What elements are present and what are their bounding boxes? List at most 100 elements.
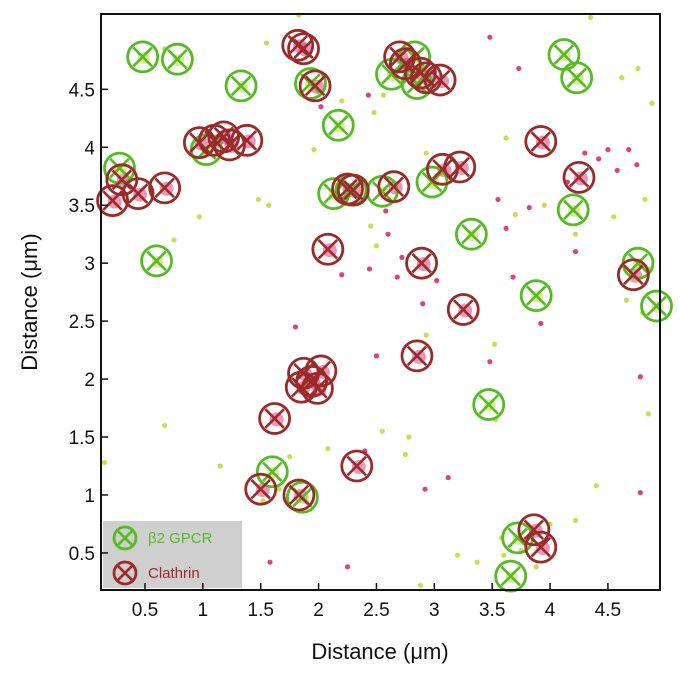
y-tick-label: 2.5 — [69, 312, 95, 333]
clathrin-dot — [394, 274, 400, 280]
y-tick-label: 3 — [84, 254, 95, 275]
clathrin-marker — [340, 449, 374, 483]
clathrin-dot — [582, 150, 588, 156]
data-markers — [96, 28, 673, 593]
gpcr-dot — [619, 75, 625, 81]
legend-box — [103, 521, 242, 588]
clathrin-marker — [400, 339, 434, 373]
gpcr-dot — [263, 40, 270, 46]
gpcr-dot — [649, 100, 655, 106]
clathrin-marker — [616, 258, 650, 292]
clathrin-marker — [258, 402, 292, 435]
gpcr-dot — [474, 559, 480, 565]
clathrin-dot — [510, 274, 516, 280]
clathrin-marker — [148, 171, 182, 205]
legend-marker — [112, 560, 138, 586]
clathrin-dot — [292, 324, 299, 330]
gpcr-dot — [311, 146, 317, 153]
gpcr-dot — [611, 214, 617, 220]
gpcr-dot — [371, 109, 377, 116]
gpcr-dot — [593, 483, 599, 489]
gpcr-dot — [325, 446, 331, 452]
gpcr-dot — [255, 196, 261, 203]
gpcr-dot — [642, 196, 648, 203]
x-tick-label: 1 — [198, 600, 209, 621]
clathrin-marker — [524, 530, 558, 564]
gpcr-dot — [217, 463, 223, 469]
clathrin-dot — [538, 320, 544, 327]
gpcr-marker — [255, 455, 289, 489]
gpcr-dot — [287, 454, 293, 460]
gpcr-marker — [560, 61, 594, 95]
gpcr-marker — [454, 217, 488, 251]
gpcr-marker — [640, 289, 673, 323]
gpcr-dot — [587, 14, 594, 21]
gpcr-dot — [635, 65, 641, 72]
gpcr-dot — [260, 498, 266, 504]
legend-label: β2 GPCR — [148, 530, 213, 547]
gpcr-dot — [417, 582, 424, 588]
clathrin-marker — [336, 173, 370, 207]
gpcr-marker — [160, 42, 194, 76]
gpcr-dot — [196, 214, 202, 220]
gpcr-dot — [339, 98, 345, 104]
legend-marker — [112, 525, 138, 551]
gpcr-marker — [494, 559, 528, 593]
clathrin-marker — [287, 32, 320, 66]
clathrin-marker — [446, 293, 480, 326]
gpcr-dot — [368, 223, 374, 229]
gpcr-marker — [126, 40, 160, 74]
clathrin-marker — [423, 63, 457, 97]
gpcr-dot — [162, 422, 168, 429]
legend: β2 GPCR Clathrin — [103, 521, 242, 588]
clathrin-dot — [383, 208, 389, 214]
clathrin-dot — [267, 559, 273, 565]
y-tick-label: 1 — [84, 486, 95, 507]
clathrin-marker — [301, 371, 334, 405]
clathrin-marker — [298, 69, 332, 103]
clathrin-dot — [626, 146, 632, 153]
clathrin-marker — [121, 177, 155, 211]
clathrin-marker — [524, 125, 558, 158]
axis-ticks: 0.5 1 1.5 2 2.5 3 3.5 4 4.5 0.5 1 1.5 2 2.5 3 3.5 4 4.5 — [69, 80, 622, 621]
y-tick-label: 1.5 — [69, 428, 95, 449]
clathrin-dot — [366, 266, 373, 272]
clathrin-dot — [634, 162, 640, 168]
clathrin-dot — [385, 231, 391, 237]
y-tick-label: 0.5 — [69, 544, 95, 565]
gpcr-dot — [101, 459, 108, 466]
x-tick-label: 2.5 — [363, 600, 389, 621]
x-tick-label: 4 — [545, 600, 556, 621]
clathrin-dot — [487, 359, 493, 365]
gpcr-dot — [171, 237, 177, 243]
gpcr-dot — [623, 297, 630, 303]
x-tick-label: 0.5 — [132, 600, 158, 621]
clathrin-marker — [405, 246, 438, 280]
gpcr-dot — [572, 231, 579, 237]
y-tick-label: 4.5 — [69, 80, 95, 101]
gpcr-marker — [556, 193, 590, 227]
clathrin-dot — [487, 34, 493, 40]
clathrin-marker — [282, 478, 316, 512]
clathrin-dot — [516, 65, 522, 72]
plot-background — [101, 14, 660, 590]
clathrin-dot — [318, 104, 324, 110]
gpcr-dot — [423, 150, 429, 156]
gpcr-dot — [512, 211, 518, 218]
gpcr-dot — [533, 564, 539, 570]
gpcr-dot — [266, 202, 272, 208]
gpcr-dot — [501, 552, 507, 558]
gpcr-marker — [472, 388, 506, 421]
clathrin-marker — [443, 150, 477, 184]
gpcr-dot — [406, 434, 412, 440]
gpcr-marker — [519, 279, 553, 313]
clathrin-dot — [637, 374, 643, 380]
gpcr-dot — [572, 517, 579, 524]
gpcr-dot — [380, 92, 386, 98]
clathrin-marker — [311, 232, 345, 266]
clathrin-dot — [373, 353, 380, 359]
plot-frame — [100, 13, 661, 591]
gpcr-marker — [224, 69, 258, 103]
gpcr-dot — [645, 411, 652, 417]
